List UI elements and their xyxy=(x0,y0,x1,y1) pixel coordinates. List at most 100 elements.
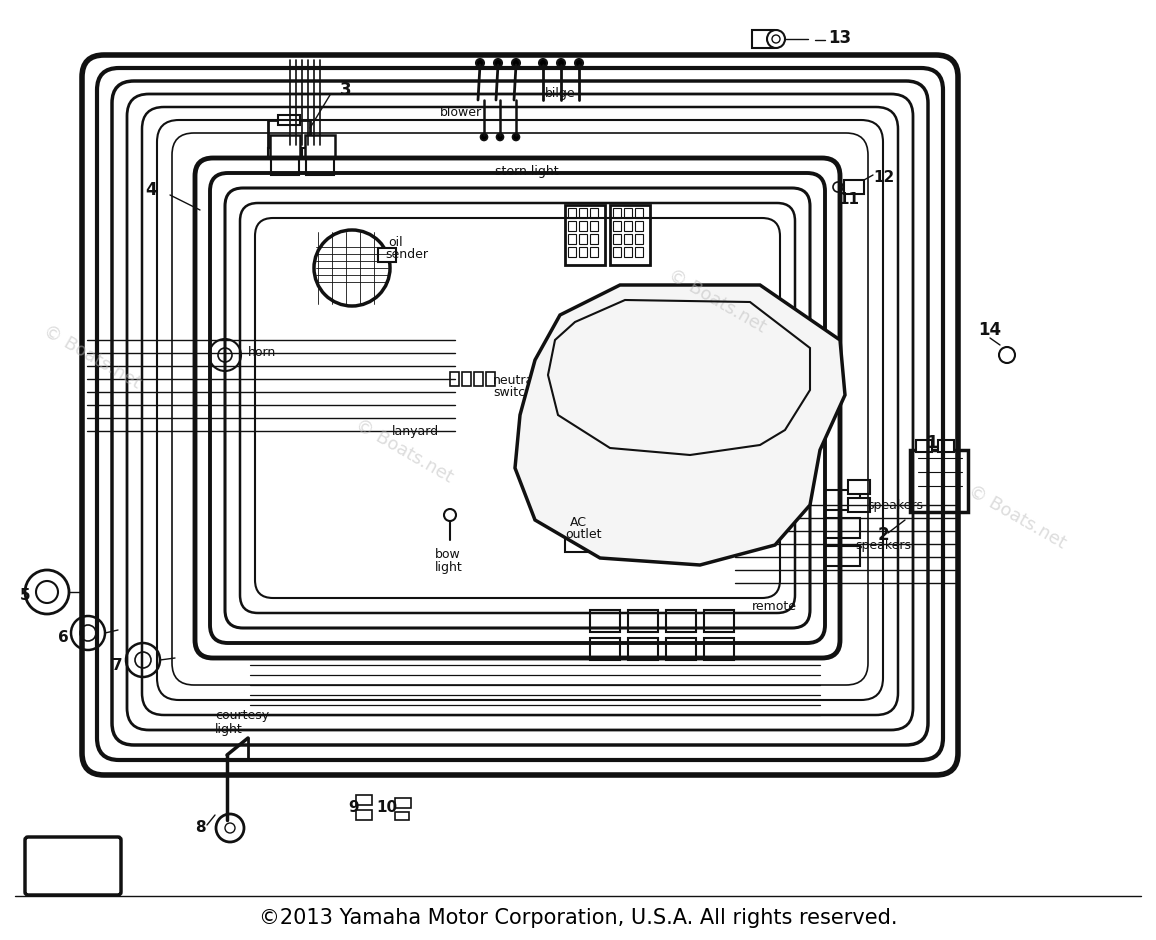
Bar xyxy=(590,610,620,632)
Text: switch: switch xyxy=(492,385,533,399)
Text: © Boats.net: © Boats.net xyxy=(665,266,769,336)
Text: bilge: bilge xyxy=(544,86,576,100)
Bar xyxy=(568,247,576,257)
Bar xyxy=(666,610,696,632)
Text: © Boats.net: © Boats.net xyxy=(40,322,144,392)
Bar xyxy=(583,330,594,340)
Circle shape xyxy=(126,643,160,677)
Bar xyxy=(356,795,372,805)
Circle shape xyxy=(512,133,519,140)
Bar xyxy=(306,157,334,175)
Text: sender: sender xyxy=(385,248,428,261)
Bar xyxy=(579,208,587,218)
Bar xyxy=(450,372,459,386)
Bar xyxy=(302,148,316,158)
Bar xyxy=(825,546,860,566)
Bar xyxy=(568,234,576,244)
Text: 13: 13 xyxy=(828,29,851,47)
Bar xyxy=(565,530,596,552)
Bar xyxy=(590,234,598,244)
Text: 11: 11 xyxy=(838,193,859,208)
FancyBboxPatch shape xyxy=(25,837,121,895)
Text: 8: 8 xyxy=(195,821,206,836)
Text: speakers: speakers xyxy=(867,498,922,511)
Bar xyxy=(579,247,587,257)
Bar xyxy=(624,221,632,231)
Text: 6: 6 xyxy=(58,631,68,646)
Text: © Boats.net: © Boats.net xyxy=(965,482,1069,552)
Bar xyxy=(704,610,734,632)
Bar xyxy=(628,638,658,660)
Text: speakers: speakers xyxy=(855,539,911,552)
Bar xyxy=(590,247,598,257)
Bar xyxy=(704,638,734,660)
Circle shape xyxy=(216,814,244,842)
Bar xyxy=(590,638,620,660)
Bar xyxy=(565,205,605,265)
Bar xyxy=(624,208,632,218)
Text: 3: 3 xyxy=(340,81,351,99)
Circle shape xyxy=(772,35,780,43)
Bar xyxy=(590,208,598,218)
Bar xyxy=(271,157,299,175)
Bar xyxy=(624,247,632,257)
Circle shape xyxy=(833,182,843,192)
Text: ©2013 Yamaha Motor Corporation, U.S.A. All rights reserved.: ©2013 Yamaha Motor Corporation, U.S.A. A… xyxy=(259,908,897,928)
Bar xyxy=(938,440,954,452)
Bar xyxy=(590,221,598,231)
Circle shape xyxy=(481,133,488,140)
Circle shape xyxy=(444,509,455,521)
Circle shape xyxy=(999,347,1015,363)
Bar xyxy=(635,221,643,231)
Text: 12: 12 xyxy=(873,169,895,184)
Circle shape xyxy=(494,59,502,67)
Bar xyxy=(613,234,621,244)
Text: 14: 14 xyxy=(978,321,1001,339)
Text: © Boats.net: © Boats.net xyxy=(353,416,457,486)
Bar xyxy=(579,221,587,231)
Bar xyxy=(568,221,576,231)
Bar xyxy=(568,208,576,218)
Text: 10: 10 xyxy=(376,801,398,816)
Circle shape xyxy=(539,59,547,67)
Text: 7: 7 xyxy=(112,657,123,672)
Bar xyxy=(474,372,483,386)
Bar xyxy=(825,490,860,510)
Bar xyxy=(579,234,587,244)
Bar xyxy=(305,135,335,157)
Text: blower: blower xyxy=(440,105,482,118)
Circle shape xyxy=(476,59,484,67)
Bar xyxy=(610,205,650,265)
Bar xyxy=(613,247,621,257)
Circle shape xyxy=(209,339,240,371)
Bar xyxy=(849,480,870,494)
Text: 1: 1 xyxy=(926,434,938,452)
Text: outlet: outlet xyxy=(565,528,601,541)
Text: horn: horn xyxy=(249,347,276,359)
Text: AC: AC xyxy=(570,516,587,529)
Text: light: light xyxy=(435,561,462,574)
Bar xyxy=(666,638,696,660)
Polygon shape xyxy=(516,285,845,565)
Bar xyxy=(628,610,658,632)
Bar xyxy=(624,234,632,244)
Bar xyxy=(268,120,310,148)
Bar xyxy=(753,30,775,48)
Bar xyxy=(635,208,643,218)
Circle shape xyxy=(218,348,232,362)
Circle shape xyxy=(36,581,58,603)
Bar xyxy=(569,330,580,340)
Text: light: light xyxy=(215,723,243,735)
Bar xyxy=(271,135,301,157)
Text: lanyard: lanyard xyxy=(392,426,439,438)
Bar xyxy=(395,798,412,808)
Circle shape xyxy=(575,59,583,67)
Bar xyxy=(395,812,409,820)
Text: stern light: stern light xyxy=(495,165,558,179)
Circle shape xyxy=(512,59,520,67)
Bar xyxy=(268,148,282,158)
Text: neutral: neutral xyxy=(492,373,538,386)
Circle shape xyxy=(496,133,504,140)
Circle shape xyxy=(25,570,69,614)
Bar xyxy=(286,148,299,158)
